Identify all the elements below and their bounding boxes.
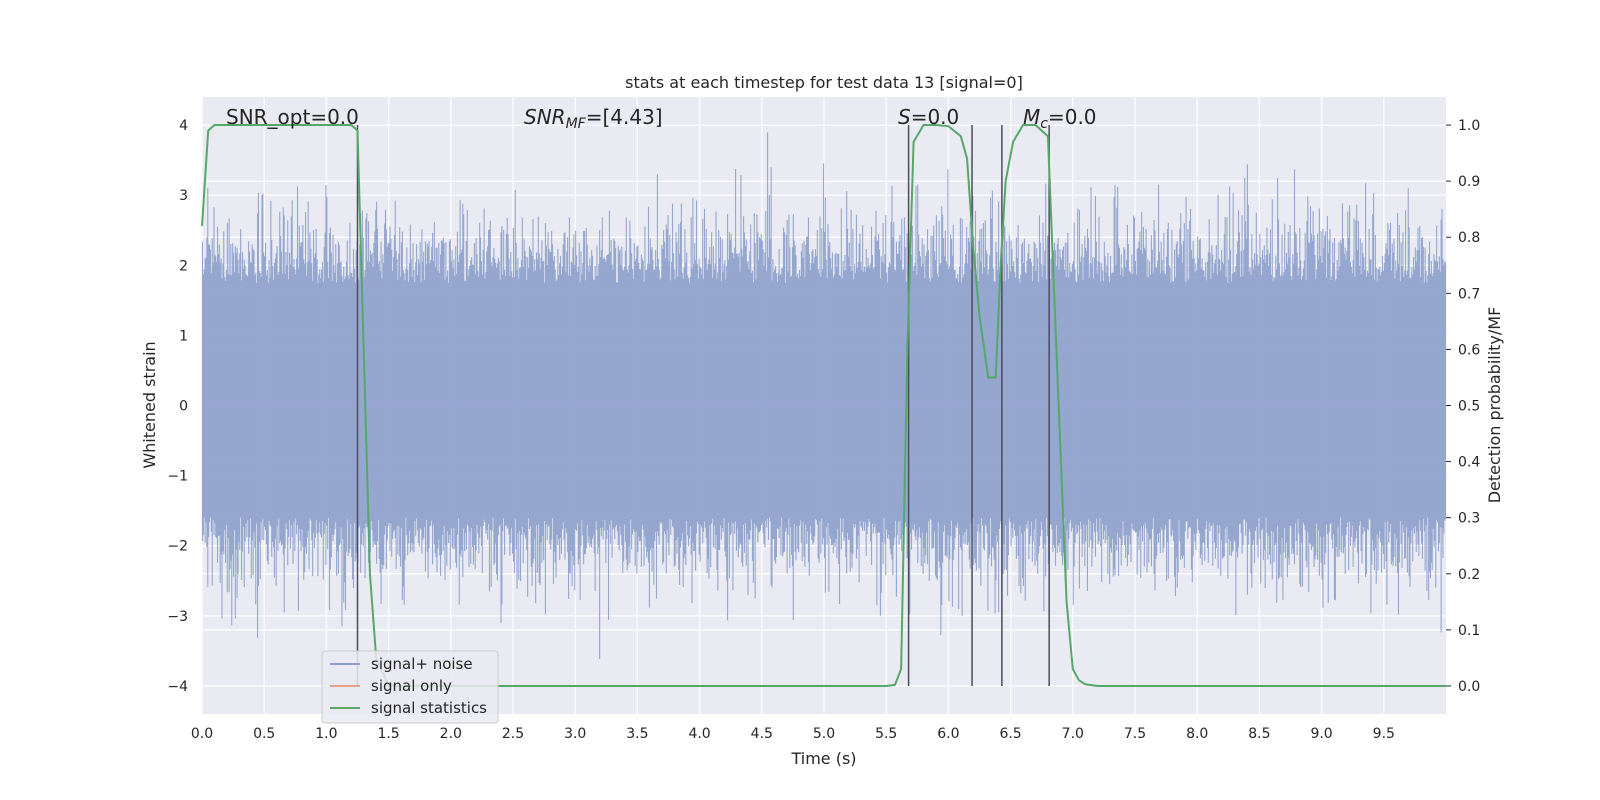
y-tick-label: 2 [179,258,188,274]
x-tick-label: 1.0 [315,726,337,742]
x-axis-title: Time (s) [790,749,856,768]
legend-label-signal-only: signal only [371,677,452,695]
series-signal-statistics [201,124,1446,687]
y-tick-label: 0 [179,399,188,415]
legend-label-signal-statistics: signal statistics [371,699,487,717]
annotation-snr-opt: SNR_opt=0.0 [226,105,359,129]
y2-tick-label: 0.9 [1458,174,1480,190]
x-tick-label: 3.5 [626,726,648,742]
y2-tick-label: 0.5 [1458,399,1480,415]
annotation-mc: Mc=0.0 [1023,105,1097,132]
x-tick-label: 6.0 [937,726,959,742]
x-tick-label: 2.5 [502,726,524,742]
x-tick-label: 1.5 [377,726,399,742]
x-tick-label: 2.0 [440,726,462,742]
y-tick-label: 1 [179,328,188,344]
y2-tick-label: 0.8 [1458,230,1480,246]
x-tick-label: 3.0 [564,726,586,742]
x-tick-label: 7.5 [1124,726,1146,742]
y-tick-label: −1 [167,469,188,485]
x-tick-label: 9.5 [1373,726,1395,742]
chart-title: stats at each timestep for test data 13 … [625,73,1023,92]
x-tick-label: 4.5 [751,726,773,742]
y-tick-label: 3 [179,188,188,204]
x-tick-label: 6.5 [999,726,1021,742]
signal-statistics-line [201,124,1446,687]
x-tick-label: 5.5 [875,726,897,742]
y2-tick-label: 0.0 [1458,679,1480,695]
x-tick-label: 7.0 [1062,726,1084,742]
y2-tick-label: 1.0 [1458,118,1480,134]
x-tick-label: 5.0 [813,726,835,742]
series-signal-noise [201,132,1447,660]
x-tick-label: 8.5 [1248,726,1270,742]
legend-label-signal-noise: signal+ noise [371,655,473,673]
annotation-snr-mf: SNRMF=[4.43] [524,105,663,132]
y2-axis-title: Detection probability/MF [1485,307,1504,504]
y-tick-label: −4 [167,679,188,695]
signal-noise-line [201,132,1447,660]
y-tick-label: −3 [167,609,188,625]
x-tick-label: 0.0 [191,726,213,742]
y2-tick-label: 0.6 [1458,342,1480,358]
y-tick-label: −2 [167,539,188,555]
x-tick-label: 8.0 [1186,726,1208,742]
y-axis-title: Whitened strain [140,341,159,468]
legend-box [321,650,499,724]
y2-tick-label: 0.7 [1458,286,1480,302]
y2-tick-label: 0.4 [1458,455,1480,471]
y2-tick-label: 0.2 [1458,567,1480,583]
annotation-s: S=0.0 [898,105,959,129]
x-tick-label: 0.5 [253,726,275,742]
legend: signal+ noise signal only signal statist… [321,650,499,724]
y2-tick-label: 0.1 [1458,623,1480,639]
tick-labels: 0.0 0.5 1.0 1.5 2.0 2.5 3.0 3.5 4.0 4.5 5.0 5.5 6.0 6… [167,118,1480,742]
y-tick-label: 4 [179,118,188,134]
y2-tick-label: 0.3 [1458,511,1480,527]
x-tick-label: 4.0 [688,726,710,742]
x-tick-label: 9.0 [1310,726,1332,742]
